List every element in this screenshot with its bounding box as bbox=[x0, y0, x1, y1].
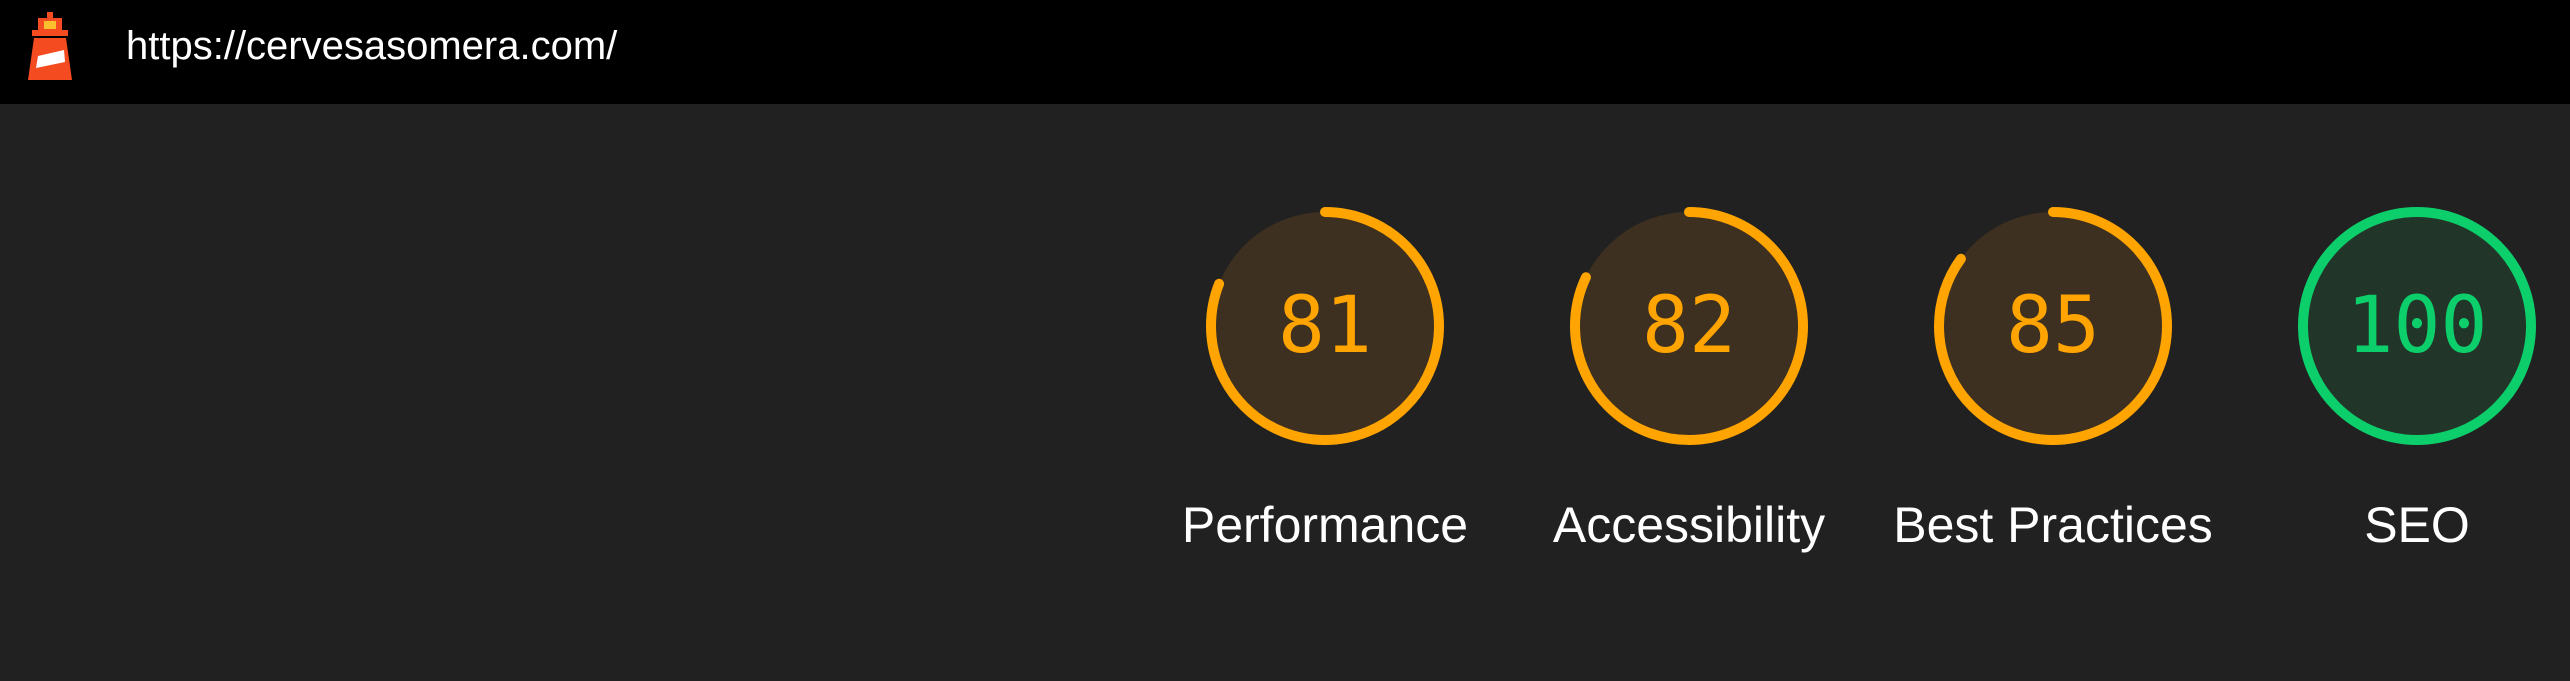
gauge-accessibility[interactable]: 82 Accessibility bbox=[1529, 204, 1849, 562]
label-seo: SEO bbox=[2364, 497, 2470, 553]
gauge-performance[interactable]: 81 Performance bbox=[1165, 204, 1485, 562]
gauge-arc bbox=[1934, 207, 2172, 445]
gauge-arc bbox=[1206, 207, 1444, 445]
report-header: https://cervesasomera.com/ bbox=[0, 0, 2570, 104]
gauge-background bbox=[1575, 212, 1803, 440]
gauge-background bbox=[2303, 212, 2531, 440]
label-performance: Performance bbox=[1181, 497, 1469, 553]
gauge-arc bbox=[2298, 207, 2536, 445]
gauge-background bbox=[1939, 212, 2167, 440]
score-seo: 100 bbox=[2346, 281, 2488, 371]
gauge-background bbox=[1211, 212, 1439, 440]
gauge-ring-best-practices bbox=[1934, 207, 2172, 445]
page-url[interactable]: https://cervesasomera.com/ bbox=[126, 24, 618, 68]
lighthouse-logo-icon bbox=[28, 12, 72, 80]
score-performance: 81 bbox=[1278, 281, 1372, 371]
gauge-ring-seo bbox=[2298, 207, 2536, 445]
score-best-practices: 85 bbox=[2006, 281, 2100, 371]
scores-section: 81 Performance 82 Accessibility 85 Best … bbox=[0, 104, 2570, 681]
label-accessibility: Accessibility bbox=[1552, 497, 1826, 553]
gauge-seo[interactable]: 100 SEO bbox=[2257, 204, 2570, 562]
gauge-arc bbox=[1570, 207, 1808, 445]
gauge-ring-performance bbox=[1206, 207, 1444, 445]
gauge-ring-accessibility bbox=[1570, 207, 1808, 445]
label-best-practices: Best Practices bbox=[1893, 497, 2213, 553]
score-accessibility: 82 bbox=[1642, 281, 1736, 371]
gauge-best-practices[interactable]: 85 Best Practices bbox=[1893, 204, 2213, 562]
